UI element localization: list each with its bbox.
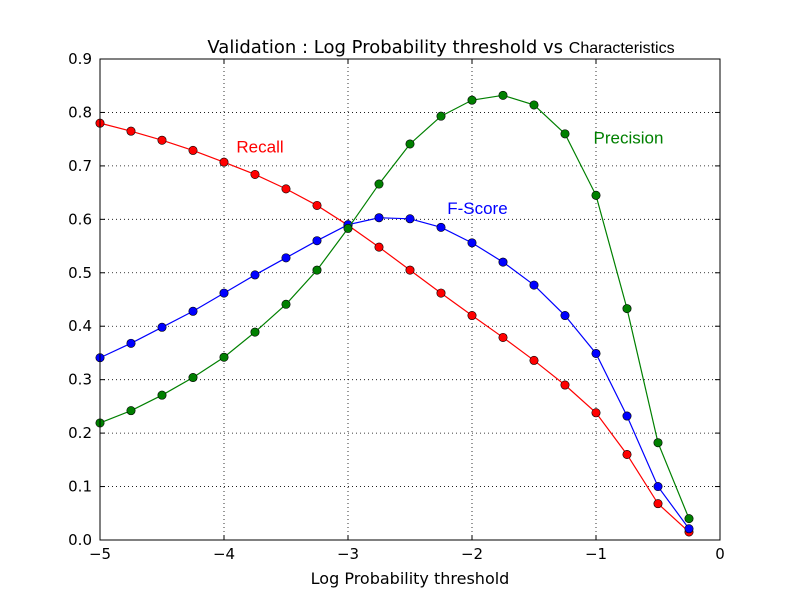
data-point-precision — [188, 373, 198, 383]
data-point-recall — [250, 169, 260, 179]
data-point-precision — [684, 514, 694, 524]
data-point-recall — [467, 311, 477, 321]
data-point-recall — [157, 135, 167, 145]
plot-area: −5 −4 −3 −2 −1 0 0.0 0.1 0.2 0.3 0.4 0.5 0.6 0.7 0.8 0.… — [68, 50, 725, 563]
data-point-precision — [653, 438, 663, 448]
data-point-precision — [529, 100, 539, 110]
y-tick-label: 0.2 — [68, 424, 92, 442]
data-point-precision — [126, 406, 136, 416]
data-point-f-score — [157, 322, 167, 332]
data-point-precision — [591, 190, 601, 200]
data-point-f-score — [188, 306, 198, 316]
x-tick-label: 0 — [715, 545, 725, 563]
data-point-recall — [126, 126, 136, 136]
annotation-recall: Recall — [236, 138, 283, 157]
y-tick-label: 0.4 — [68, 317, 92, 335]
data-point-f-score — [250, 270, 260, 280]
data-point-f-score — [281, 253, 291, 263]
data-point-recall — [374, 242, 384, 252]
data-point-recall — [529, 355, 539, 365]
y-tick-label: 0.7 — [68, 157, 92, 175]
data-point-recall — [498, 332, 508, 342]
data-point-precision — [250, 327, 260, 337]
data-point-f-score — [591, 348, 601, 358]
data-point-recall — [560, 380, 570, 390]
data-point-f-score — [498, 257, 508, 267]
x-tick-label: −1 — [585, 545, 607, 563]
y-tick-label: 0.9 — [68, 50, 92, 68]
data-point-precision — [622, 304, 632, 314]
annotation-precision: Precision — [594, 128, 664, 147]
x-tick-label: −3 — [337, 545, 359, 563]
y-tick-label: 0.3 — [68, 371, 92, 389]
chart-title-tail: Characteristics — [569, 40, 675, 57]
x-tick-label: −5 — [89, 545, 111, 563]
data-point-precision — [312, 265, 322, 275]
y-tick-label: 0.5 — [68, 264, 92, 282]
y-tick-label: 0.1 — [68, 478, 92, 496]
series-line-recall — [99, 122, 690, 533]
data-point-precision — [560, 129, 570, 139]
data-point-f-score — [126, 338, 136, 348]
data-point-f-score — [436, 222, 446, 232]
data-point-precision — [374, 179, 384, 189]
y-tick-label: 0.6 — [68, 210, 92, 228]
data-point-precision — [219, 352, 229, 362]
plot-frame — [99, 58, 721, 541]
data-point-f-score — [684, 524, 694, 534]
chart-title-main: Validation : Log Probability threshold v… — [207, 37, 568, 58]
data-point-precision — [343, 223, 353, 233]
y-tick-label: 0.0 — [68, 531, 92, 549]
annotation-f-score: F-Score — [447, 199, 507, 218]
data-point-recall — [219, 157, 229, 167]
data-point-recall — [653, 499, 663, 509]
x-tick-label: −2 — [461, 545, 483, 563]
data-point-f-score — [405, 214, 415, 224]
x-axis-label: Log Probability threshold — [311, 569, 510, 588]
data-point-f-score — [467, 238, 477, 248]
series-line-precision — [99, 94, 690, 519]
data-point-recall — [405, 265, 415, 275]
data-point-precision — [157, 390, 167, 400]
data-point-precision — [498, 90, 508, 100]
data-point-recall — [622, 449, 632, 459]
data-point-f-score — [653, 482, 663, 492]
chart-title: Validation : Log Probability threshold v… — [207, 37, 674, 58]
data-point-f-score — [560, 311, 570, 321]
data-point-f-score — [622, 411, 632, 421]
y-tick-label: 0.8 — [68, 103, 92, 121]
data-point-precision — [467, 95, 477, 105]
data-point-f-score — [374, 213, 384, 223]
x-tick-label: −4 — [213, 545, 235, 563]
data-point-recall — [436, 288, 446, 298]
data-point-f-score — [312, 236, 322, 246]
data-point-precision — [436, 111, 446, 121]
data-point-recall — [281, 184, 291, 194]
data-point-precision — [281, 299, 291, 309]
data-point-precision — [405, 139, 415, 149]
data-point-f-score — [529, 280, 539, 290]
series-line-f-score — [99, 217, 690, 530]
data-point-recall — [591, 408, 601, 418]
data-point-recall — [312, 200, 322, 210]
data-point-f-score — [219, 288, 229, 298]
data-point-recall — [188, 145, 198, 155]
